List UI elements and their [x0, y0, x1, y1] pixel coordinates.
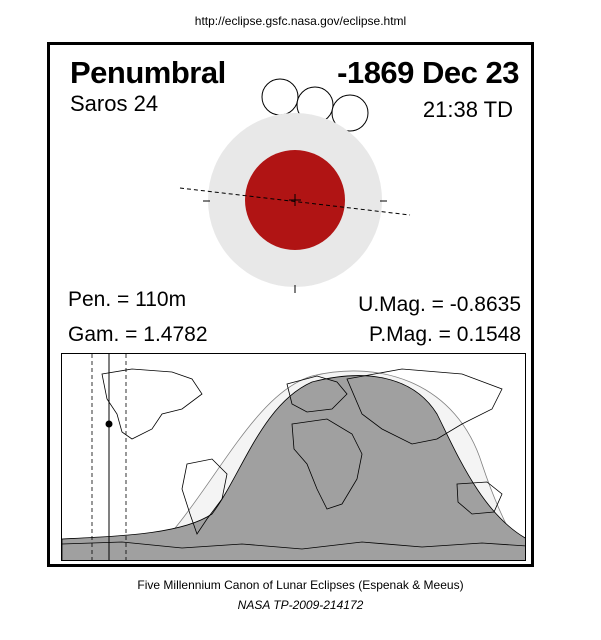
- penumbral-duration: Pen. = 110m: [68, 288, 187, 311]
- gamma-value: Gam. = 1.4782: [68, 323, 208, 346]
- penumbral-magnitude: P.Mag. = 0.1548: [369, 323, 521, 346]
- eclipse-panel: Penumbral -1869 Dec 23 Saros 24 21:38 TD…: [47, 42, 534, 567]
- asia-outline: [346, 368, 503, 445]
- world-map-svg: [62, 354, 525, 560]
- saros-number: Saros 24: [70, 91, 159, 116]
- full-visibility-zone: [62, 375, 525, 560]
- eclipse-geometry-diagram: [179, 78, 411, 293]
- africa-outline: [291, 418, 363, 510]
- moon-position-last-contact: [331, 94, 369, 132]
- australia-outline: [456, 481, 503, 515]
- canon-title: Five Millennium Canon of Lunar Eclipses …: [137, 578, 464, 592]
- umbral-magnitude: U.Mag. = -0.8635: [358, 293, 521, 316]
- eclipse-type: Penumbral: [70, 55, 226, 90]
- moon-position-first-contact: [261, 78, 299, 116]
- canon-reference: NASA TP-2009-214172: [237, 598, 364, 612]
- source-url: http://eclipse.gsfc.nasa.gov/eclipse.htm…: [194, 14, 407, 28]
- north-america-outline: [101, 368, 203, 440]
- visibility-world-map: [61, 353, 526, 561]
- eclipse-date: -1869 Dec 23: [337, 55, 519, 90]
- sublunar-point: [105, 420, 113, 428]
- greatest-eclipse-time: 21:38 TD: [422, 97, 513, 122]
- south-america-outline: [181, 458, 228, 535]
- europe-outline: [286, 375, 348, 413]
- antarctica-outline: [62, 541, 525, 550]
